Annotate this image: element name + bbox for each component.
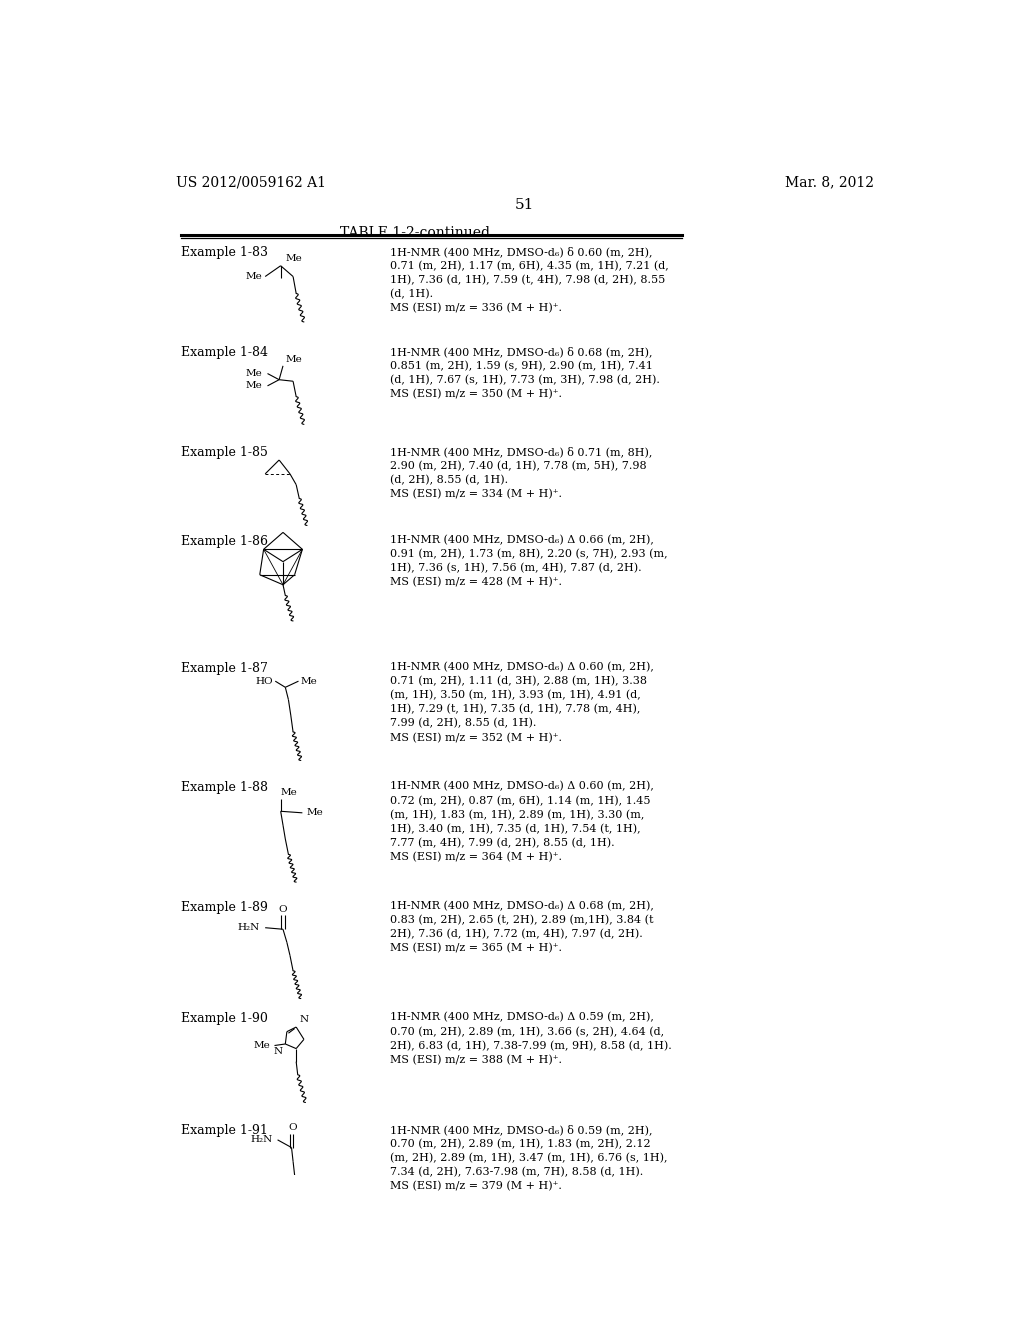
Text: N: N	[299, 1015, 308, 1024]
Text: Me: Me	[286, 253, 302, 263]
Text: N: N	[273, 1047, 283, 1056]
Text: HO: HO	[255, 677, 273, 685]
Text: Me: Me	[246, 370, 262, 378]
Text: 1H-NMR (400 MHz, DMSO-d₆) Δ 0.60 (m, 2H),
0.72 (m, 2H), 0.87 (m, 6H), 1.14 (m, 1: 1H-NMR (400 MHz, DMSO-d₆) Δ 0.60 (m, 2H)…	[390, 781, 654, 862]
Text: Example 1-85: Example 1-85	[180, 446, 267, 459]
Text: TABLE 1-2-continued: TABLE 1-2-continued	[340, 226, 489, 240]
Text: 1H-NMR (400 MHz, DMSO-d₆) Δ 0.59 (m, 2H),
0.70 (m, 2H), 2.89 (m, 1H), 3.66 (s, 2: 1H-NMR (400 MHz, DMSO-d₆) Δ 0.59 (m, 2H)…	[390, 1012, 672, 1065]
Text: 1H-NMR (400 MHz, DMSO-d₆) δ 0.68 (m, 2H),
0.851 (m, 2H), 1.59 (s, 9H), 2.90 (m, : 1H-NMR (400 MHz, DMSO-d₆) δ 0.68 (m, 2H)…	[390, 346, 659, 400]
Text: 1H-NMR (400 MHz, DMSO-d₆) δ 0.60 (m, 2H),
0.71 (m, 2H), 1.17 (m, 6H), 4.35 (m, 1: 1H-NMR (400 MHz, DMSO-d₆) δ 0.60 (m, 2H)…	[390, 246, 669, 313]
Text: H₂N: H₂N	[251, 1135, 273, 1144]
Text: O: O	[279, 904, 288, 913]
Text: Example 1-88: Example 1-88	[180, 781, 267, 795]
Text: Mar. 8, 2012: Mar. 8, 2012	[784, 176, 873, 189]
Text: 51: 51	[515, 198, 535, 213]
Text: 1H-NMR (400 MHz, DMSO-d₆) Δ 0.60 (m, 2H),
0.71 (m, 2H), 1.11 (d, 3H), 2.88 (m, 1: 1H-NMR (400 MHz, DMSO-d₆) Δ 0.60 (m, 2H)…	[390, 663, 654, 743]
Text: H₂N: H₂N	[238, 923, 260, 932]
Text: Me: Me	[246, 381, 262, 391]
Text: O: O	[289, 1123, 297, 1133]
Text: Example 1-83: Example 1-83	[180, 246, 267, 259]
Text: Me: Me	[246, 272, 262, 281]
Text: Me: Me	[306, 808, 323, 817]
Text: Example 1-90: Example 1-90	[180, 1012, 267, 1026]
Text: Example 1-91: Example 1-91	[180, 1125, 267, 1137]
Text: Me: Me	[286, 355, 302, 364]
Text: 1H-NMR (400 MHz, DMSO-d₆) Δ 0.68 (m, 2H),
0.83 (m, 2H), 2.65 (t, 2H), 2.89 (m,1H: 1H-NMR (400 MHz, DMSO-d₆) Δ 0.68 (m, 2H)…	[390, 900, 654, 953]
Text: Example 1-89: Example 1-89	[180, 900, 267, 913]
Text: 1H-NMR (400 MHz, DMSO-d₆) δ 0.59 (m, 2H),
0.70 (m, 2H), 2.89 (m, 1H), 1.83 (m, 2: 1H-NMR (400 MHz, DMSO-d₆) δ 0.59 (m, 2H)…	[390, 1125, 668, 1191]
Text: 1H-NMR (400 MHz, DMSO-d₆) Δ 0.66 (m, 2H),
0.91 (m, 2H), 1.73 (m, 8H), 2.20 (s, 7: 1H-NMR (400 MHz, DMSO-d₆) Δ 0.66 (m, 2H)…	[390, 535, 668, 587]
Text: Me: Me	[281, 788, 297, 797]
Text: Example 1-84: Example 1-84	[180, 346, 267, 359]
Text: Example 1-87: Example 1-87	[180, 663, 267, 675]
Text: 1H-NMR (400 MHz, DMSO-d₆) δ 0.71 (m, 8H),
2.90 (m, 2H), 7.40 (d, 1H), 7.78 (m, 5: 1H-NMR (400 MHz, DMSO-d₆) δ 0.71 (m, 8H)…	[390, 446, 652, 499]
Text: US 2012/0059162 A1: US 2012/0059162 A1	[176, 176, 326, 189]
Text: Me: Me	[301, 677, 317, 685]
Text: Example 1-86: Example 1-86	[180, 535, 267, 548]
Text: Me: Me	[253, 1041, 270, 1049]
